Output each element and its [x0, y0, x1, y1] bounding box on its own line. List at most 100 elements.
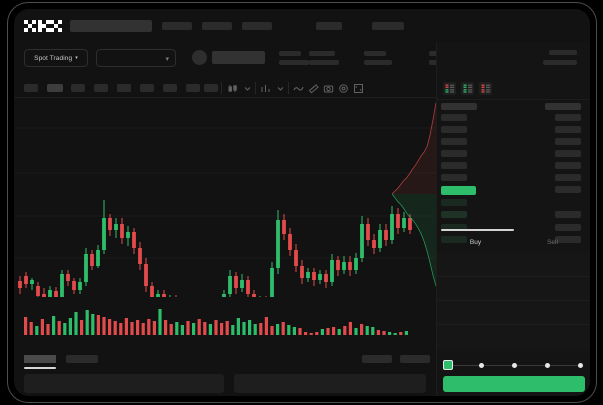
order-side-tabs: Buy Sell — [437, 232, 590, 252]
depth-chart-svg — [392, 102, 436, 287]
orderbook-bid-price-1[interactable] — [441, 199, 467, 206]
timeframe-btn-3[interactable] — [71, 84, 85, 92]
orderbook-ask-size-1[interactable] — [555, 114, 581, 121]
order-extra-field[interactable] — [437, 325, 590, 349]
timeframe-btn-5[interactable] — [117, 84, 131, 92]
tab-sell[interactable]: Sell — [514, 232, 590, 252]
timeframe-btn-6[interactable] — [140, 84, 154, 92]
timeframe-btn-1[interactable] — [24, 84, 38, 92]
price-chart[interactable] — [14, 98, 436, 297]
right-sidebar: Buy Sell — [436, 42, 590, 396]
timeframe-btn-7[interactable] — [163, 84, 177, 92]
orderbook-last-price — [441, 186, 476, 195]
orderbook-bid-size-3[interactable] — [555, 224, 581, 231]
chevron-down-icon: ▾ — [165, 56, 169, 63]
orderbook-col-header-price — [441, 103, 477, 110]
timeframe-btn-8[interactable] — [186, 84, 200, 92]
slider-stop-25[interactable] — [479, 362, 484, 368]
slider-stop-100[interactable] — [578, 362, 583, 368]
orderbook-bid-size-4[interactable] — [555, 236, 581, 243]
positions-panel[interactable] — [234, 374, 426, 393]
slider-stop-50[interactable] — [512, 362, 517, 368]
volume-series — [24, 309, 408, 335]
ob-mode-asks-icon[interactable] — [479, 82, 492, 95]
okx-logo-icon[interactable] — [24, 20, 62, 32]
device-frame: Spot Trading ▾ ▾ — [8, 3, 596, 402]
nav-item-trade[interactable] — [162, 22, 192, 30]
orderbook-ask-price-3[interactable] — [441, 138, 467, 145]
orderbook-ask-size-5[interactable] — [555, 162, 581, 169]
settings-gear-icon[interactable] — [338, 83, 349, 94]
market-type-dropdown[interactable]: Spot Trading ▾ — [24, 49, 88, 67]
orderbook-bid-price-2[interactable] — [441, 211, 467, 218]
last-price-value — [212, 51, 265, 64]
chart-toolbar — [14, 78, 436, 98]
sidebar-header — [437, 42, 590, 78]
chevron-down-icon[interactable] — [242, 83, 253, 94]
orderbook-ask-size-6[interactable] — [555, 174, 581, 181]
timeframe-btn-2[interactable] — [47, 84, 63, 92]
bottom-panels — [14, 369, 436, 396]
orderbook-ask-size-4[interactable] — [555, 150, 581, 157]
indicators-icon[interactable] — [260, 83, 271, 94]
orderbook-ask-size-2[interactable] — [555, 126, 581, 133]
line-tool-icon[interactable] — [293, 83, 304, 94]
order-amount-field[interactable] — [437, 277, 590, 301]
nav-item-markets[interactable] — [202, 22, 232, 30]
slider-stop-75[interactable] — [545, 362, 550, 368]
orderbook-view-modes — [437, 78, 590, 100]
orderbook-ask-price-5[interactable] — [441, 162, 467, 169]
tab-buy-label: Buy — [469, 238, 482, 246]
tab-right-2[interactable] — [400, 355, 430, 363]
volume-chart — [14, 297, 436, 349]
stat-24h-high — [309, 51, 339, 65]
candlestick-type-icon[interactable] — [227, 83, 238, 94]
search-input[interactable] — [70, 20, 152, 32]
orderbook-ask-price-4[interactable] — [441, 150, 467, 157]
nav-item-earn[interactable] — [242, 22, 272, 30]
top-header — [14, 9, 590, 42]
tab-right-1[interactable] — [362, 355, 392, 363]
stat-24h-change — [279, 51, 309, 65]
stat-24h-low — [364, 51, 392, 65]
orderbook-ask-price-6[interactable] — [441, 174, 467, 181]
submit-order-button[interactable] — [443, 376, 585, 392]
nav-item-assets[interactable] — [316, 22, 342, 30]
orders-panel[interactable] — [24, 374, 224, 393]
camera-icon[interactable] — [323, 83, 334, 94]
ob-mode-both-icon[interactable] — [443, 82, 456, 95]
ruler-icon[interactable] — [308, 83, 319, 94]
depth-chart — [392, 98, 436, 297]
orderbook-last-size — [555, 186, 581, 193]
chevron-down-icon: ▾ — [75, 55, 78, 61]
tab-open-orders[interactable] — [24, 355, 56, 363]
tab-order-history[interactable] — [66, 355, 98, 363]
candlestick-series — [14, 127, 436, 297]
amount-slider[interactable] — [443, 360, 585, 370]
order-form — [437, 253, 590, 349]
orderbook-col-header-size — [545, 103, 581, 110]
tab-buy[interactable]: Buy — [437, 232, 514, 252]
order-total-field[interactable] — [437, 301, 590, 325]
orderbook-scrollbar[interactable] — [441, 229, 514, 231]
chart-bottom-tabs — [14, 349, 436, 369]
orderbook-ask-price-1[interactable] — [441, 114, 467, 121]
orderbook-ask-size-3[interactable] — [555, 138, 581, 145]
app-window: Spot Trading ▾ ▾ — [14, 9, 590, 396]
fullscreen-icon[interactable] — [353, 83, 364, 94]
timeframe-btn-9[interactable] — [204, 84, 218, 92]
trading-pair-select[interactable]: ▾ — [96, 49, 176, 67]
orderbook-bid-price-3[interactable] — [441, 224, 467, 231]
chevron-down-icon[interactable] — [275, 83, 286, 94]
orderbook-ask-price-2[interactable] — [441, 126, 467, 133]
orderbook-bid-price-4[interactable] — [441, 236, 467, 243]
timeframe-btn-4[interactable] — [94, 84, 108, 92]
slider-handle[interactable] — [443, 360, 453, 370]
sidebar-stat-value — [543, 60, 577, 65]
nav-item-more[interactable] — [372, 22, 404, 30]
orderbook[interactable] — [437, 100, 590, 224]
tab-sell-label: Sell — [547, 238, 558, 246]
orderbook-bid-size-2[interactable] — [555, 211, 581, 218]
order-price-field[interactable] — [437, 253, 590, 277]
ob-mode-bids-icon[interactable] — [461, 82, 474, 95]
